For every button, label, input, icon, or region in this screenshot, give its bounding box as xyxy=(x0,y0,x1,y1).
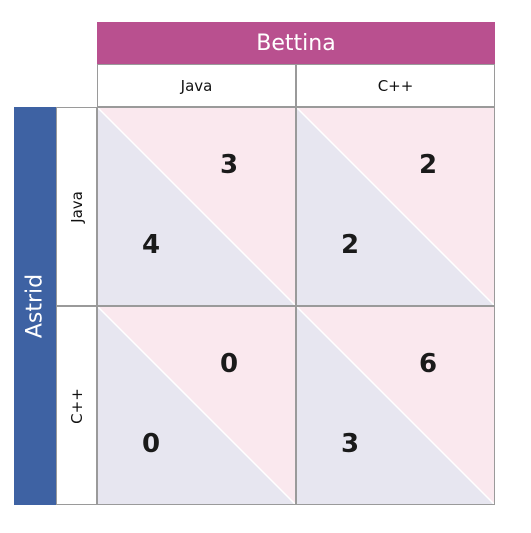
cell-split-diagonal xyxy=(297,108,494,305)
column-player-banner: Bettina xyxy=(97,22,495,64)
astrid-payoff: 2 xyxy=(341,230,360,260)
payoff-cell-java-java: 3 4 xyxy=(97,107,296,306)
bettina-payoff: 0 xyxy=(220,349,239,379)
cell-split-diagonal xyxy=(98,108,295,305)
row-strategy-label: Java xyxy=(67,190,86,223)
astrid-payoff: 3 xyxy=(341,429,360,459)
column-player-name: Bettina xyxy=(256,30,336,56)
row-strategy-cpp: C++ xyxy=(56,306,97,505)
column-strategy-label: C++ xyxy=(377,76,414,95)
row-player-name: Astrid xyxy=(22,273,48,339)
row-strategy-java: Java xyxy=(56,107,97,306)
payoff-cell-cpp-cpp: 6 3 xyxy=(296,306,495,505)
column-strategy-java: Java xyxy=(97,64,296,107)
astrid-payoff: 0 xyxy=(142,429,161,459)
astrid-payoff: 4 xyxy=(142,230,161,260)
row-player-banner: Astrid xyxy=(14,107,56,505)
payoff-cell-java-cpp: 2 2 xyxy=(296,107,495,306)
bettina-payoff: 6 xyxy=(419,349,438,379)
cell-split-diagonal xyxy=(297,307,494,504)
payoff-cell-cpp-java: 0 0 xyxy=(97,306,296,505)
bettina-payoff: 3 xyxy=(220,150,239,180)
cell-split-diagonal xyxy=(98,307,295,504)
column-strategy-cpp: C++ xyxy=(296,64,495,107)
row-strategy-label: C++ xyxy=(67,387,86,424)
bettina-payoff: 2 xyxy=(419,150,438,180)
column-strategy-label: Java xyxy=(180,76,213,95)
